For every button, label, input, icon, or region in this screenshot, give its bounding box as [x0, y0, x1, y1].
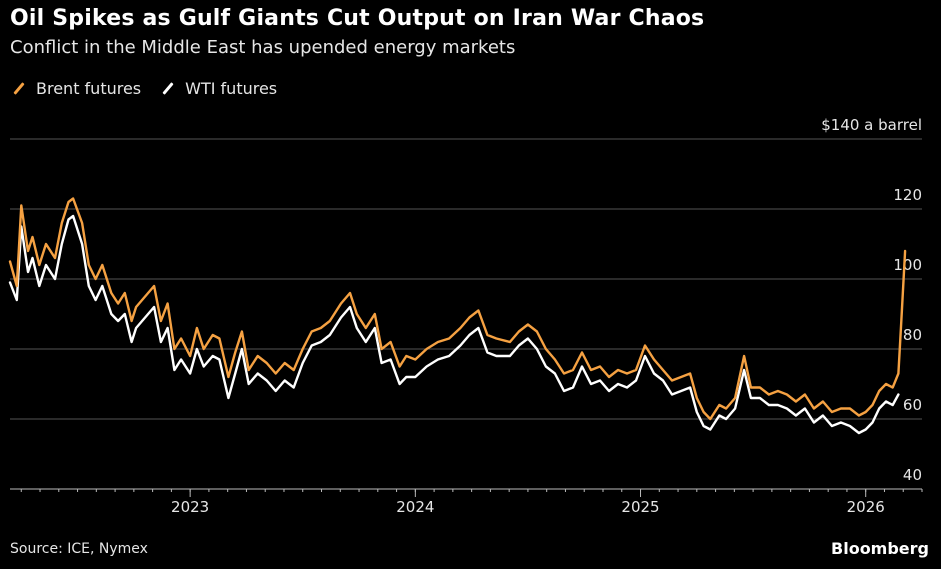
x-tick-label-2025: 2025 — [621, 498, 659, 516]
chart-subtitle: Conflict in the Middle East has upended … — [10, 37, 516, 58]
source-note: Source: ICE, Nymex — [10, 541, 148, 557]
x-tick-label-2023: 2023 — [171, 498, 209, 516]
y-tick-label-40: 40 — [903, 466, 922, 484]
series-line-wti — [8, 214, 900, 435]
legend-label-brent: Brent futures — [36, 79, 142, 98]
legend-item-brent: Brent futures — [12, 79, 141, 98]
chart-title: Oil Spikes as Gulf Giants Cut Output on … — [10, 6, 705, 31]
x-tick-label-2026: 2026 — [847, 498, 885, 516]
y-tick-label-140: $140 a barrel — [821, 116, 922, 134]
y-tick-label-100: 100 — [893, 256, 922, 274]
legend-item-wti: WTI futures — [161, 79, 277, 98]
series-line-brent — [8, 197, 907, 421]
bloomberg-logo: Bloomberg — [831, 539, 929, 558]
y-tick-label-80: 80 — [903, 326, 922, 344]
legend-label-wti: WTI futures — [185, 79, 278, 98]
x-tick-label-2024: 2024 — [396, 498, 434, 516]
y-tick-label-120: 120 — [893, 186, 922, 204]
y-tick-label-60: 60 — [903, 396, 922, 414]
chart-legend: Brent futures WTI futures — [12, 79, 297, 98]
